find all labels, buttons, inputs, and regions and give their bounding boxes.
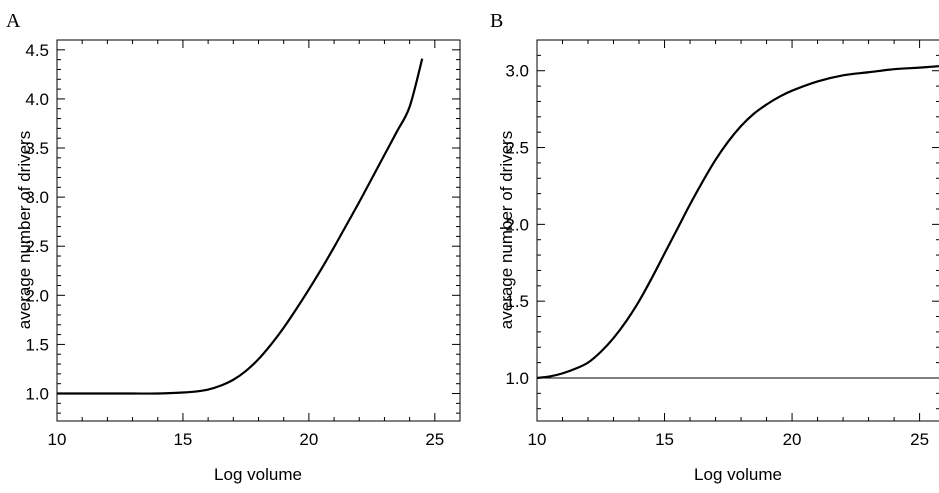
x-tick-label: 15 (173, 430, 192, 449)
x-tick-label: 25 (910, 430, 929, 449)
x-tick-label: 10 (48, 430, 67, 449)
y-tick-label: 2.5 (25, 237, 49, 256)
x-tick-label: 25 (425, 430, 444, 449)
x-tick-label: 20 (299, 430, 318, 449)
y-tick-label: 1.5 (505, 292, 529, 311)
panel-a-frame (56, 39, 461, 422)
panel-b-ticks (536, 39, 939, 421)
y-tick-label: 2.0 (25, 286, 49, 305)
x-tick-label: 20 (783, 430, 802, 449)
series-line (57, 58, 424, 395)
panel-b-series (536, 65, 939, 380)
y-tick-label: 2.5 (505, 139, 529, 158)
x-tick-label: 15 (655, 430, 674, 449)
panel-a-y-tick-labels: 1.0 1.5 2.0 2.5 3.0 3.5 4.0 4.5 (25, 41, 49, 404)
panel-b-y-axis-title: average number of drivers (497, 131, 516, 329)
panel-a-series (57, 58, 424, 395)
series-line (536, 65, 939, 380)
y-tick-label: 3.0 (25, 188, 49, 207)
y-tick-label: 3.5 (25, 139, 49, 158)
panel-a-x-tick-labels: 10 15 20 25 (48, 430, 445, 449)
y-tick-label: 1.5 (25, 335, 49, 354)
y-tick-label: 4.0 (25, 90, 49, 109)
y-tick-label: 1.0 (505, 369, 529, 388)
y-tick-label: 4.5 (25, 41, 49, 60)
panel-b-x-axis-title: Log volume (694, 465, 782, 484)
panel-a-y-axis-title: average number of drivers (15, 131, 34, 329)
panel-b-x-tick-labels: 10 15 20 25 (528, 430, 930, 449)
panel-b-letter: B (490, 10, 503, 32)
panel-a-x-axis-title: Log volume (214, 465, 302, 484)
y-tick-label: 3.0 (505, 62, 529, 81)
y-tick-label: 1.0 (25, 385, 49, 404)
panel-b: B 10 15 20 25 1.0 1.5 2.0 2.5 3.0 Log volume av… (490, 10, 939, 484)
panel-a: A 10 15 20 25 1.0 1.5 2.0 2.5 3.0 3.5 4.0 4.5 Log … (6, 10, 461, 484)
x-tick-label: 10 (528, 430, 547, 449)
panel-b-y-tick-labels: 1.0 1.5 2.0 2.5 3.0 (505, 62, 529, 388)
panel-a-letter: A (6, 10, 21, 32)
panel-a-ticks (56, 39, 461, 421)
y-tick-label: 2.0 (505, 215, 529, 234)
panel-b-frame (536, 39, 939, 422)
